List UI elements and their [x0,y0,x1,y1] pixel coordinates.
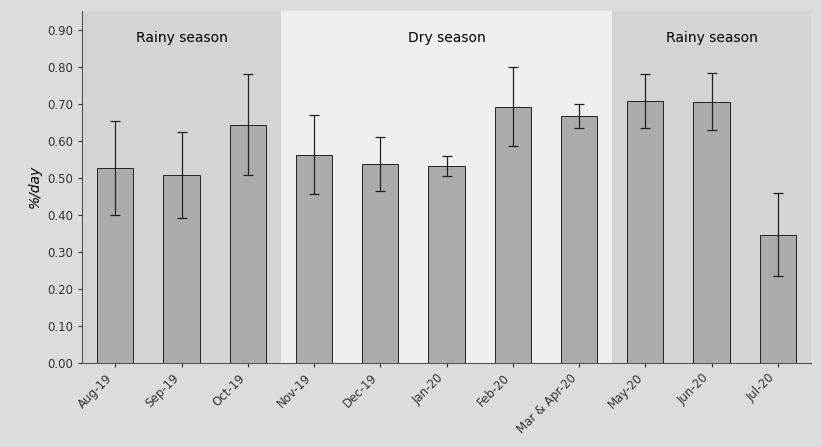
Text: Rainy season: Rainy season [136,31,228,46]
Bar [561,116,598,363]
Bar [82,11,281,363]
Bar [495,106,531,363]
Bar [164,175,200,363]
Bar [693,102,730,363]
Bar [229,125,266,363]
Bar [362,164,399,363]
Text: Dry season: Dry season [408,31,485,46]
Bar [760,235,796,363]
Bar [612,11,810,363]
Y-axis label: %/day: %/day [28,165,42,208]
Bar [428,166,464,363]
Text: Rainy season: Rainy season [666,31,757,46]
Bar [296,155,332,363]
Bar [627,101,663,363]
Bar [97,168,133,363]
